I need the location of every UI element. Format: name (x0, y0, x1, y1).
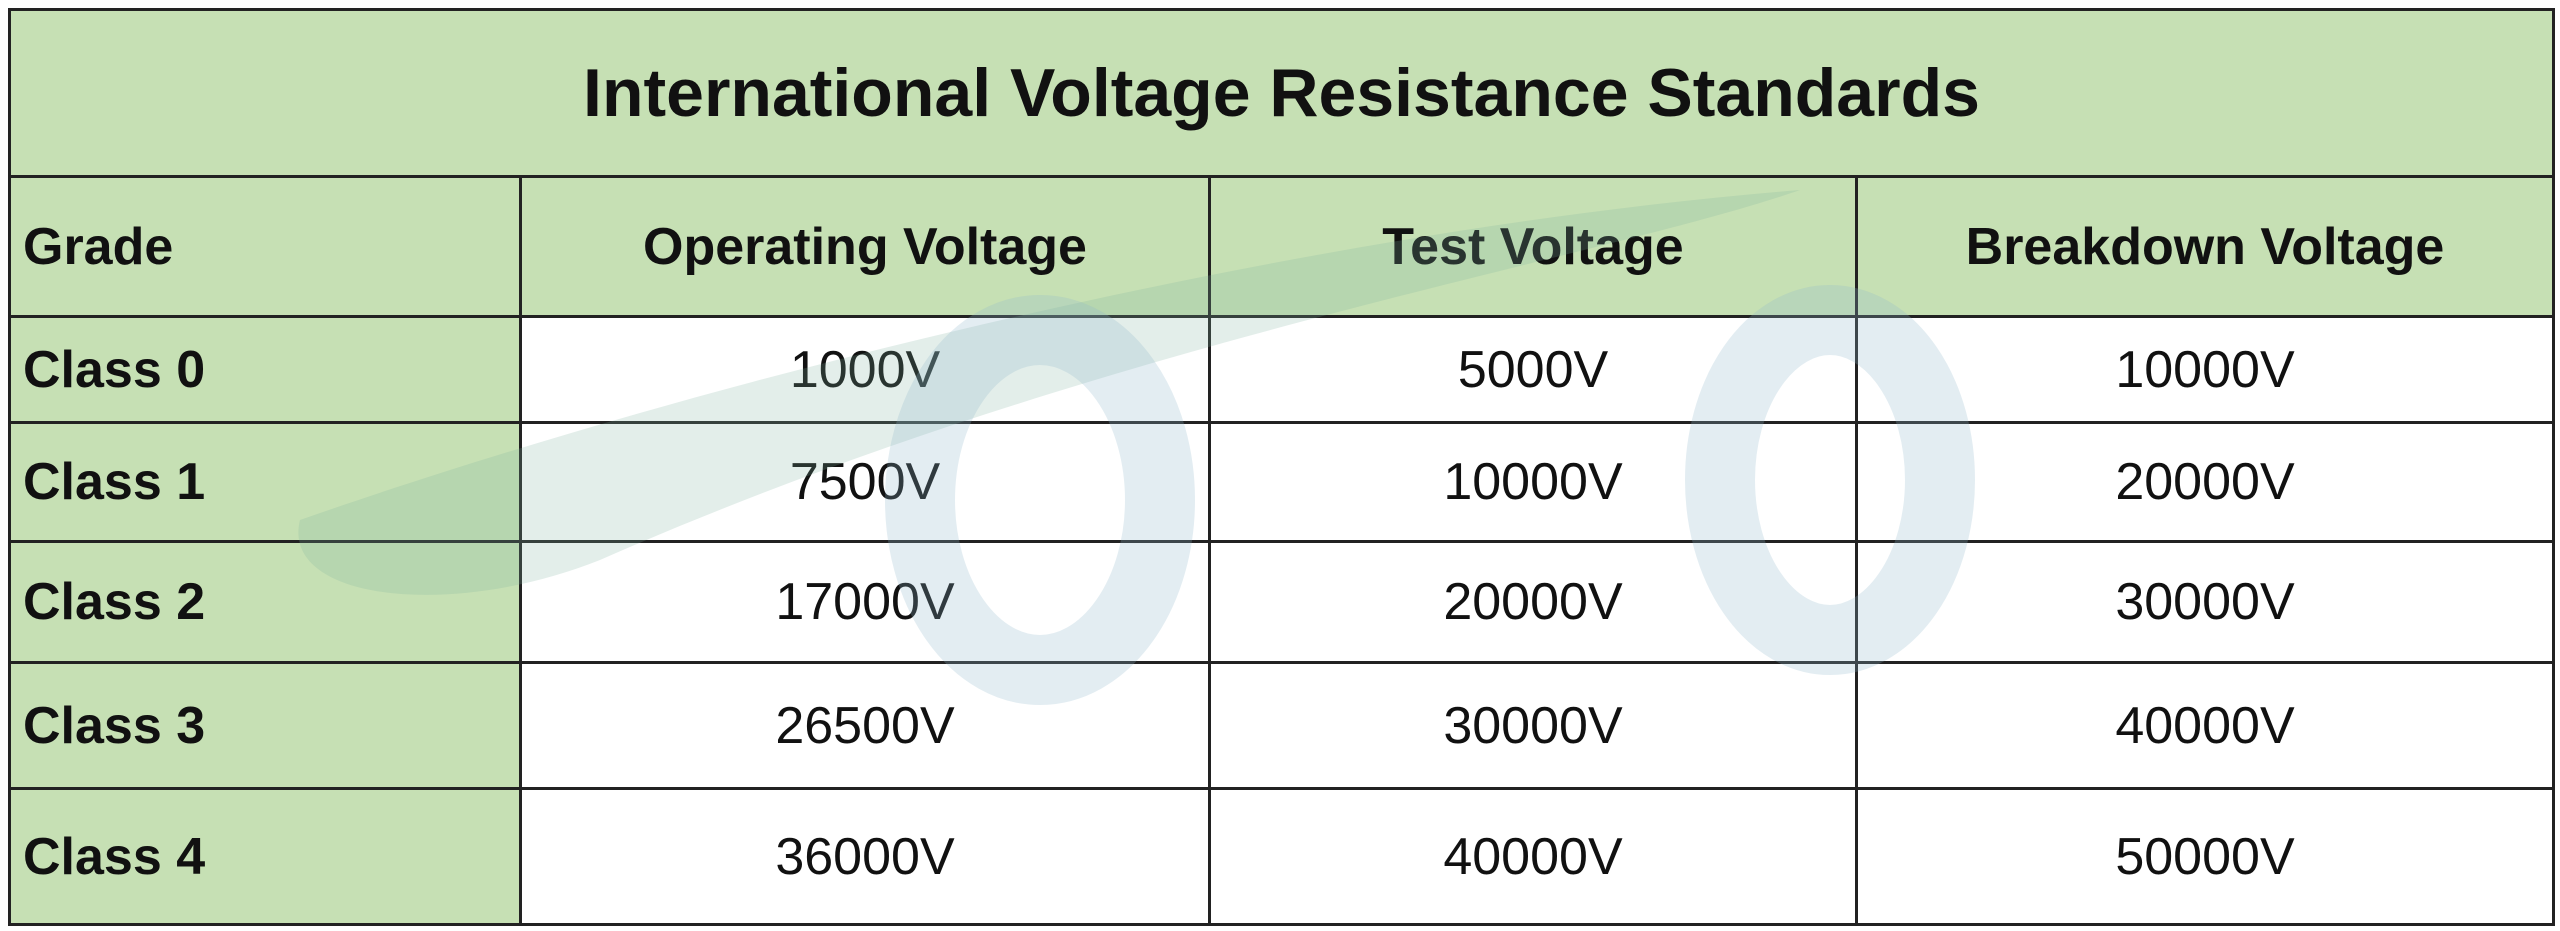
column-header: Operating Voltage (519, 175, 1211, 318)
table-cell: 36000V (519, 787, 1211, 926)
table-cell: 20000V (1208, 540, 1858, 664)
column-header: Test Voltage (1208, 175, 1858, 318)
row-header: Class 4 (8, 787, 522, 926)
table-cell: 50000V (1855, 787, 2555, 926)
table-cell: 20000V (1855, 421, 2555, 543)
table-cell: 40000V (1855, 661, 2555, 790)
table-cell: 40000V (1208, 787, 1858, 926)
table-cell: 5000V (1208, 315, 1858, 424)
table-cell: 1000V (519, 315, 1211, 424)
row-header: Class 2 (8, 540, 522, 664)
column-header: Grade (8, 175, 522, 318)
table-title: International Voltage Resistance Standar… (8, 8, 2555, 178)
table-cell: 30000V (1855, 540, 2555, 664)
column-header: Breakdown Voltage (1855, 175, 2555, 318)
row-header: Class 1 (8, 421, 522, 543)
table-cell: 7500V (519, 421, 1211, 543)
table-cell: 10000V (1855, 315, 2555, 424)
table-cell: 30000V (1208, 661, 1858, 790)
table-cell: 17000V (519, 540, 1211, 664)
table-cell: 10000V (1208, 421, 1858, 543)
row-header: Class 0 (8, 315, 522, 424)
row-header: Class 3 (8, 661, 522, 790)
table-cell: 26500V (519, 661, 1211, 790)
